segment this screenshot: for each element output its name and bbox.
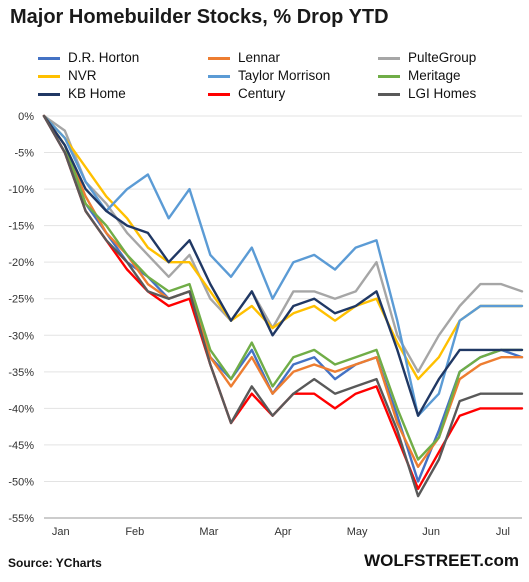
x-tick-label: May bbox=[347, 526, 368, 538]
x-tick-label: Mar bbox=[199, 526, 218, 538]
y-tick-label: -35% bbox=[8, 367, 34, 379]
y-tick-label: -45% bbox=[8, 440, 34, 452]
x-tick-label: Jun bbox=[422, 526, 440, 538]
legend: D.R. Horton Lennar PulteGroup NVR Taylor Mor… bbox=[0, 50, 529, 110]
y-tick-label: -40% bbox=[8, 403, 34, 415]
x-tick-label: Feb bbox=[125, 526, 144, 538]
series-lines bbox=[42, 114, 524, 498]
legend-label: KB Home bbox=[68, 86, 126, 101]
legend-item: NVR bbox=[38, 68, 97, 83]
series-line-lennar bbox=[42, 114, 524, 468]
legend-item: LGI Homes bbox=[378, 86, 476, 101]
legend-label: Lennar bbox=[238, 50, 281, 65]
legend-label: Meritage bbox=[408, 68, 461, 83]
legend-swatch bbox=[208, 56, 230, 60]
y-tick-label: -55% bbox=[8, 513, 34, 525]
legend-item: Taylor Morrison bbox=[208, 68, 330, 83]
y-tick-label: -15% bbox=[8, 221, 34, 233]
legend-label: LGI Homes bbox=[408, 86, 477, 101]
legend-swatch bbox=[378, 92, 400, 96]
legend-label: Taylor Morrison bbox=[238, 68, 331, 83]
gridlines bbox=[44, 115, 522, 519]
chart-title: Major Homebuilder Stocks, % Drop YTD bbox=[10, 6, 389, 28]
legend-swatch bbox=[38, 74, 60, 78]
y-tick-label: 0% bbox=[18, 111, 34, 123]
legend-item: PulteGroup bbox=[378, 50, 476, 65]
x-tick-label: Jul bbox=[496, 526, 510, 538]
series-line-century bbox=[42, 114, 524, 490]
y-tick-label: -25% bbox=[8, 294, 34, 306]
source-note: Source: YCharts bbox=[8, 556, 102, 570]
legend-swatch bbox=[378, 56, 400, 60]
legend-label: NVR bbox=[68, 68, 97, 83]
y-tick-label: -20% bbox=[8, 257, 34, 269]
legend-swatch bbox=[208, 92, 230, 96]
legend-swatch bbox=[38, 56, 60, 60]
series-line-pultegroup bbox=[42, 114, 524, 373]
legend-swatch bbox=[208, 74, 230, 78]
series-line-kb-home bbox=[42, 114, 524, 417]
legend-item: Meritage bbox=[378, 68, 461, 83]
axes: 0% -5% -10% -15% -20% -25% -30% -35% -40% -45% -50… bbox=[8, 111, 522, 538]
legend-label: Century bbox=[238, 86, 286, 101]
y-tick-label: -50% bbox=[8, 476, 34, 488]
legend-item: Century bbox=[208, 86, 285, 101]
legend-item: D.R. Horton bbox=[38, 50, 139, 65]
brand-logo: WOLFSTREET.com bbox=[364, 551, 519, 570]
legend-item: Lennar bbox=[208, 50, 280, 65]
legend-swatch bbox=[38, 92, 60, 96]
legend-item: KB Home bbox=[38, 86, 126, 101]
legend-swatch bbox=[378, 74, 400, 78]
series-line-meritage bbox=[42, 114, 524, 461]
legend-label: D.R. Horton bbox=[68, 50, 140, 65]
y-tick-label: -30% bbox=[8, 330, 34, 342]
y-tick-label: -10% bbox=[8, 184, 34, 196]
x-tick-label: Jan bbox=[52, 526, 70, 538]
y-tick-label: -5% bbox=[14, 148, 34, 160]
series-line-taylor-morrison bbox=[42, 114, 524, 417]
series-line-lgi-homes bbox=[42, 114, 524, 498]
legend-label: PulteGroup bbox=[408, 50, 477, 65]
x-tick-label: Apr bbox=[274, 526, 291, 538]
